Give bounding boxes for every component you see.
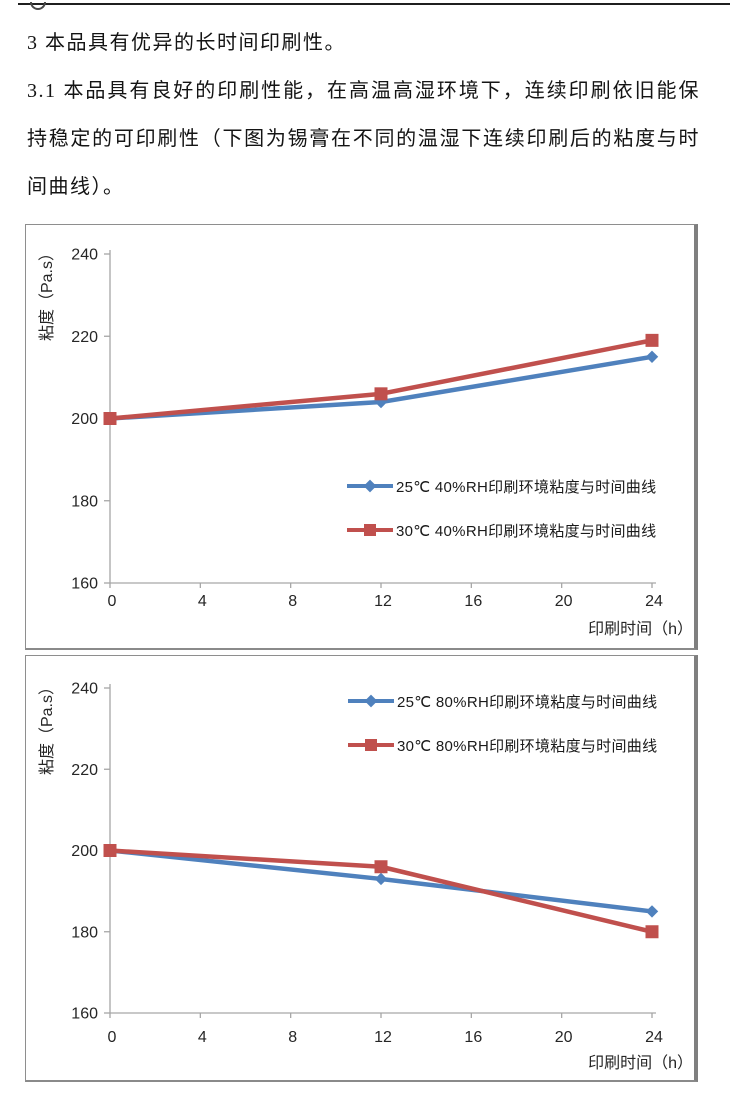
paragraph-section-3: 3 本品具有优异的长时间印刷性。 <box>27 32 346 54</box>
y-tick-label: 200 <box>71 843 98 860</box>
y-tick-label: 220 <box>71 329 98 346</box>
y-tick-label: 180 <box>71 924 98 941</box>
x-tick-label: 24 <box>645 1029 663 1046</box>
legend-item: 25℃ 40%RH印刷环境粘度与时间曲线 <box>347 475 656 497</box>
legend-line-sample <box>348 694 394 708</box>
chart-canvas: 240 220 200 180 160 0 4 8 12 16 20 24 印刷时间（h） 粘度（Pa.s… <box>38 245 693 638</box>
x-tick-label: 4 <box>198 1029 207 1046</box>
data-point-marker <box>645 350 659 364</box>
y-tick-label: 220 <box>71 762 98 779</box>
chart-canvas: 240 220 200 180 160 0 4 8 12 16 20 24 印刷时间（h） 粘度（Pa.s… <box>38 679 693 1072</box>
legend-item: 30℃ 40%RH印刷环境粘度与时间曲线 <box>347 519 656 541</box>
x-tick-label: 12 <box>374 1029 392 1046</box>
data-point-marker <box>645 905 659 918</box>
y-tick-label: 240 <box>71 681 98 698</box>
x-tick-label: 0 <box>108 593 117 610</box>
y-tick-label: 160 <box>71 1006 98 1023</box>
legend-line-sample <box>348 739 394 751</box>
paragraph-section-3-1: 3.1 本品具有良好的印刷性能，在高温高湿环境下，连续印刷依旧能保持稳定的可印刷… <box>27 80 700 198</box>
x-axis-title: 印刷时间（h） <box>588 620 693 638</box>
y-axis-title: 粘度（Pa.s） <box>38 245 56 341</box>
y-tick-label: 160 <box>71 576 98 593</box>
x-tick-label: 4 <box>198 593 207 610</box>
legend-label: 30℃ 80%RH印刷环境粘度与时间曲线 <box>397 737 658 755</box>
x-tick-label: 20 <box>555 1029 573 1046</box>
data-point-marker <box>103 412 117 425</box>
viscosity-chart-80rh: 240 220 200 180 160 0 4 8 12 16 20 24 印刷时间（h） 粘度（Pa.s… <box>25 655 698 1082</box>
y-tick-label: 240 <box>71 247 98 264</box>
viscosity-chart-40rh: 240 220 200 180 160 0 4 8 12 16 20 24 印刷时间（h） 粘度（Pa.s… <box>25 224 698 650</box>
legend-line-sample <box>347 524 393 536</box>
data-point-marker <box>645 925 659 939</box>
x-tick-label: 8 <box>288 593 297 610</box>
body-text: 3 本品具有优异的长时间印刷性。 3.1 本品具有良好的印刷性能，在高温高湿环境… <box>27 19 700 211</box>
x-tick-label: 8 <box>288 1029 297 1046</box>
x-tick-label: 16 <box>464 1029 482 1046</box>
diamond-marker-icon <box>363 479 377 493</box>
data-point-marker <box>103 844 117 857</box>
cropped-glyph-arc <box>30 2 46 10</box>
page-top-rule <box>18 3 730 5</box>
y-axis-title: 粘度（Pa.s） <box>38 679 56 775</box>
legend-item: 30℃ 80%RH印刷环境粘度与时间曲线 <box>348 734 657 756</box>
data-point-marker <box>645 333 659 347</box>
y-tick-label: 180 <box>71 493 98 510</box>
x-tick-label: 0 <box>108 1029 117 1046</box>
legend-label: 30℃ 40%RH印刷环境粘度与时间曲线 <box>396 522 657 540</box>
y-tick-label: 200 <box>71 411 98 428</box>
x-tick-label: 24 <box>645 593 663 610</box>
legend-label: 25℃ 40%RH印刷环境粘度与时间曲线 <box>396 478 657 496</box>
data-point-marker <box>374 872 388 886</box>
x-tick-label: 20 <box>555 593 573 610</box>
x-tick-label: 16 <box>464 593 482 610</box>
square-marker-icon <box>365 739 377 751</box>
legend-line-sample <box>347 479 393 493</box>
data-point-marker <box>374 387 388 401</box>
diamond-marker-icon <box>364 694 378 708</box>
legend-item: 25℃ 80%RH印刷环境粘度与时间曲线 <box>348 690 657 712</box>
x-axis-title: 印刷时间（h） <box>588 1054 693 1072</box>
data-point-marker <box>374 860 388 874</box>
legend-label: 25℃ 80%RH印刷环境粘度与时间曲线 <box>397 693 658 711</box>
square-marker-icon <box>364 524 376 536</box>
x-tick-label: 12 <box>374 593 392 610</box>
